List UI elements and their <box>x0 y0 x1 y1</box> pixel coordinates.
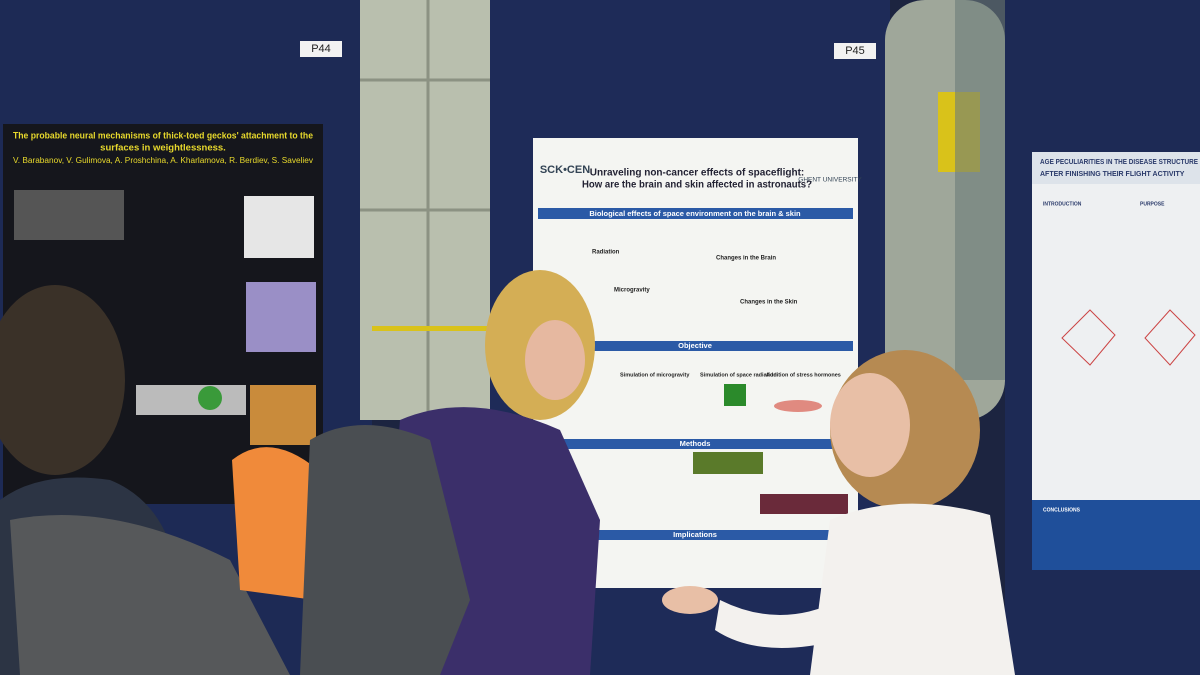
logo: GHENT UNIVERSITY <box>798 177 862 184</box>
subhead: Simulation of microgravity <box>620 372 690 378</box>
poster-title: AGE PECULIARITIES IN THE DISEASE STRUCTU… <box>1040 159 1198 166</box>
section-bar <box>538 341 853 351</box>
striped-shirt <box>810 503 1015 675</box>
poster-figure <box>760 494 848 514</box>
person-head <box>0 285 125 475</box>
poster-figure <box>724 384 746 406</box>
person-face <box>830 373 910 477</box>
section-title: Biological effects of space environment … <box>589 209 801 218</box>
section-title: PURPOSE <box>1140 201 1165 207</box>
radar-figure <box>1144 309 1196 366</box>
section-title: Implications <box>673 530 717 539</box>
poster-figure <box>244 196 314 258</box>
radar-figure <box>1061 309 1116 366</box>
poster-title: surfaces in weightlessness. <box>100 143 226 154</box>
subhead: Simulation of space radiation <box>700 372 777 378</box>
poster-authors: V. Barabanov, V. Gulimova, A. Proshchina… <box>13 156 313 165</box>
poster-figure <box>774 400 822 412</box>
orange-bag <box>232 447 318 600</box>
label-card <box>300 41 342 57</box>
section-bar <box>538 439 853 449</box>
sleeve <box>715 600 840 648</box>
subhead: Changes in the Skin <box>740 300 798 306</box>
section-bar <box>538 530 853 540</box>
poster-title: AFTER FINISHING THEIR FLIGHT ACTIVITY <box>1040 171 1185 178</box>
backpack <box>300 425 470 675</box>
poster-figure <box>136 385 246 415</box>
yellow-rail <box>372 326 492 331</box>
logo: SCK•CEN <box>540 164 590 176</box>
poster-figure <box>14 190 124 240</box>
poster-title: The probable neural mechanisms of thick-… <box>13 131 313 142</box>
section-title: CONCLUSIONS <box>1043 507 1081 513</box>
label-card <box>834 43 876 59</box>
subhead: Addition of stress hormones <box>766 372 841 378</box>
poster-header <box>1032 152 1200 184</box>
section-title: Methods <box>680 439 711 448</box>
section-bar <box>538 208 853 219</box>
section-title: Objective <box>678 341 712 350</box>
backpack <box>10 515 290 675</box>
subhead: Changes in the Brain <box>716 256 776 262</box>
poster-title: Unraveling non-cancer effects of spacefl… <box>590 168 805 179</box>
board-label: P44 <box>311 43 331 55</box>
poster-figure <box>246 282 316 352</box>
poster-title: How are the brain and skin affected in a… <box>582 180 812 191</box>
poster-figure <box>250 385 316 445</box>
hand <box>662 586 718 614</box>
subhead: Microgravity <box>614 288 650 294</box>
person-face <box>525 320 585 400</box>
poster-figure <box>693 452 763 474</box>
subhead: Radiation <box>592 250 620 256</box>
conclusion-box <box>1032 500 1200 570</box>
board-label: P45 <box>845 45 865 57</box>
section-title: INTRODUCTION <box>1043 201 1082 207</box>
pie-figure <box>198 386 222 410</box>
